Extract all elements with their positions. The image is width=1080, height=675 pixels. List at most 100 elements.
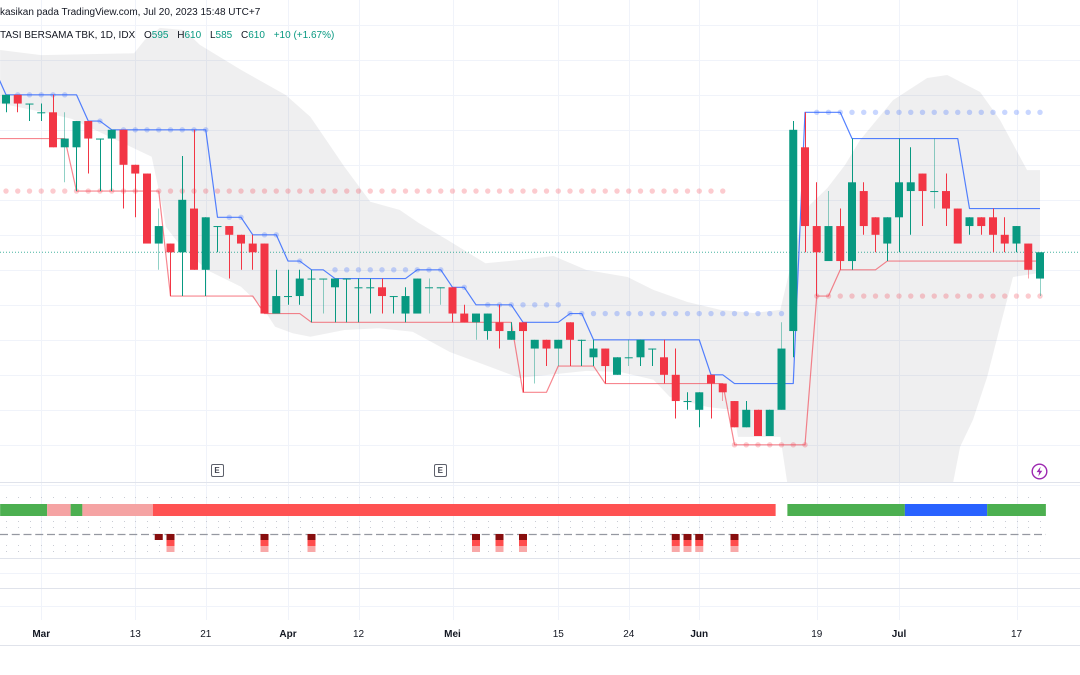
upper-level-dot <box>532 302 538 308</box>
indicator-grid-dot <box>688 497 689 498</box>
indicator-grid-dot <box>394 527 395 528</box>
indicator-signal <box>472 540 480 546</box>
indicator-grid-dot <box>41 551 42 552</box>
candle <box>859 182 868 235</box>
time-label: 13 <box>129 629 141 640</box>
attribution-text: kasikan pada TradingView.com, Jul 20, 20… <box>0 7 261 18</box>
indicator-grid-dot <box>171 497 172 498</box>
indicator-signal <box>260 540 269 546</box>
indicator-grid-dot <box>124 527 125 528</box>
earnings-marker[interactable]: E <box>433 464 447 477</box>
candle <box>589 339 598 367</box>
indicator-grid-dot <box>488 551 489 552</box>
indicator-grid-dot <box>970 527 971 528</box>
lightning-icon[interactable] <box>1031 463 1048 480</box>
candle-body <box>166 243 175 253</box>
upper-level-dot <box>391 267 397 273</box>
indicator-grid-dot <box>629 497 630 498</box>
upper-level-dot <box>661 310 667 317</box>
indicator-grid-dot <box>112 497 113 498</box>
indicator-grid-dot <box>805 497 806 498</box>
indicator-grid-dot <box>6 521 7 522</box>
legend-row[interactable]: TASI BERSAMA TBK, 1D, IDX O595 H610 L585… <box>0 29 334 42</box>
indicator-grid-dot <box>147 527 148 528</box>
indicator-grid-dot <box>711 527 712 528</box>
upper-level-dot <box>943 109 949 116</box>
candle-body <box>777 348 786 410</box>
indicator-grid-dot <box>18 551 19 552</box>
candle-body <box>60 138 69 148</box>
lower-level-dot <box>649 188 655 194</box>
candle-body <box>742 409 751 428</box>
indicator-grid-dot <box>511 527 512 528</box>
candle <box>119 129 128 209</box>
indicator-grid-dot <box>946 521 947 522</box>
candle <box>906 147 915 235</box>
indicator-grid-dot <box>723 527 724 528</box>
indicator-grid-dot <box>112 545 113 546</box>
candle <box>730 401 739 428</box>
candle-body <box>49 112 57 148</box>
indicator-grid-dot <box>852 521 853 522</box>
indicator-grid-dot <box>417 545 418 546</box>
lower-level-dot <box>461 188 467 194</box>
indicator-grid-dot <box>899 545 900 546</box>
candle-body <box>13 94 22 104</box>
upper-level-dot <box>908 109 914 116</box>
candle-body <box>530 339 539 349</box>
indicator-signal <box>683 534 692 540</box>
candle-body <box>1012 226 1021 244</box>
indicator-state-segment <box>152 504 776 516</box>
indicator-grid-dot <box>147 551 148 552</box>
indicator-grid-dot <box>582 551 583 552</box>
indicator-grid-dot <box>359 545 360 546</box>
candle <box>436 287 445 305</box>
indicator-grid-dot <box>547 551 548 552</box>
indicator-grid-dot <box>805 527 806 528</box>
candle-body <box>660 357 668 375</box>
indicator-grid-dot <box>265 521 266 522</box>
candle-body <box>883 217 892 244</box>
lower-level-dot <box>250 188 256 194</box>
indicator-grid-dot <box>488 527 489 528</box>
indicator-grid-dot <box>946 545 947 546</box>
indicator-grid-dot <box>370 551 371 552</box>
candle <box>566 322 574 367</box>
earnings-marker[interactable]: E <box>210 464 224 477</box>
candles-layer <box>2 94 1044 437</box>
indicator-grid-dot <box>817 527 818 528</box>
indicator-grid-dot <box>323 521 324 522</box>
indicator-grid-dot <box>511 551 512 552</box>
lower-level-dot <box>661 188 667 194</box>
indicator-grid-dot <box>535 551 536 552</box>
lower-level-dot <box>332 188 338 194</box>
indicator-grid-dot <box>312 521 313 522</box>
candle-body <box>284 296 292 298</box>
lower-level-dot <box>297 188 303 194</box>
indicator-grid-dot <box>382 551 383 552</box>
upper-level-dot <box>590 310 597 317</box>
indicator-grid-dot <box>241 545 242 546</box>
lower-level-dot <box>919 293 926 299</box>
indicator-grid-dot <box>488 497 489 498</box>
lower-level-dot <box>1002 293 1008 299</box>
indicator-grid-dot <box>840 545 841 546</box>
indicator-grid-dot <box>793 545 794 546</box>
indicator-grid-dot <box>53 551 54 552</box>
indicator-grid-dot <box>394 545 395 546</box>
candle-body <box>683 401 692 403</box>
indicator-grid-dot <box>735 521 736 522</box>
indicator-grid-dot <box>218 545 219 546</box>
indicator-state-segment <box>82 504 153 516</box>
ohlc-close: C610 <box>241 30 265 41</box>
indicator-grid-dot <box>370 527 371 528</box>
indicator-grid-dot <box>746 497 747 498</box>
indicator-grid-dot <box>276 521 277 522</box>
candle-body <box>942 191 950 209</box>
indicator-grid-dot <box>1028 551 1029 552</box>
time-label: 19 <box>811 629 823 640</box>
indicator-grid-dot <box>970 551 971 552</box>
indicator-grid-dot <box>406 497 407 498</box>
indicator-grid-dot <box>676 527 677 528</box>
